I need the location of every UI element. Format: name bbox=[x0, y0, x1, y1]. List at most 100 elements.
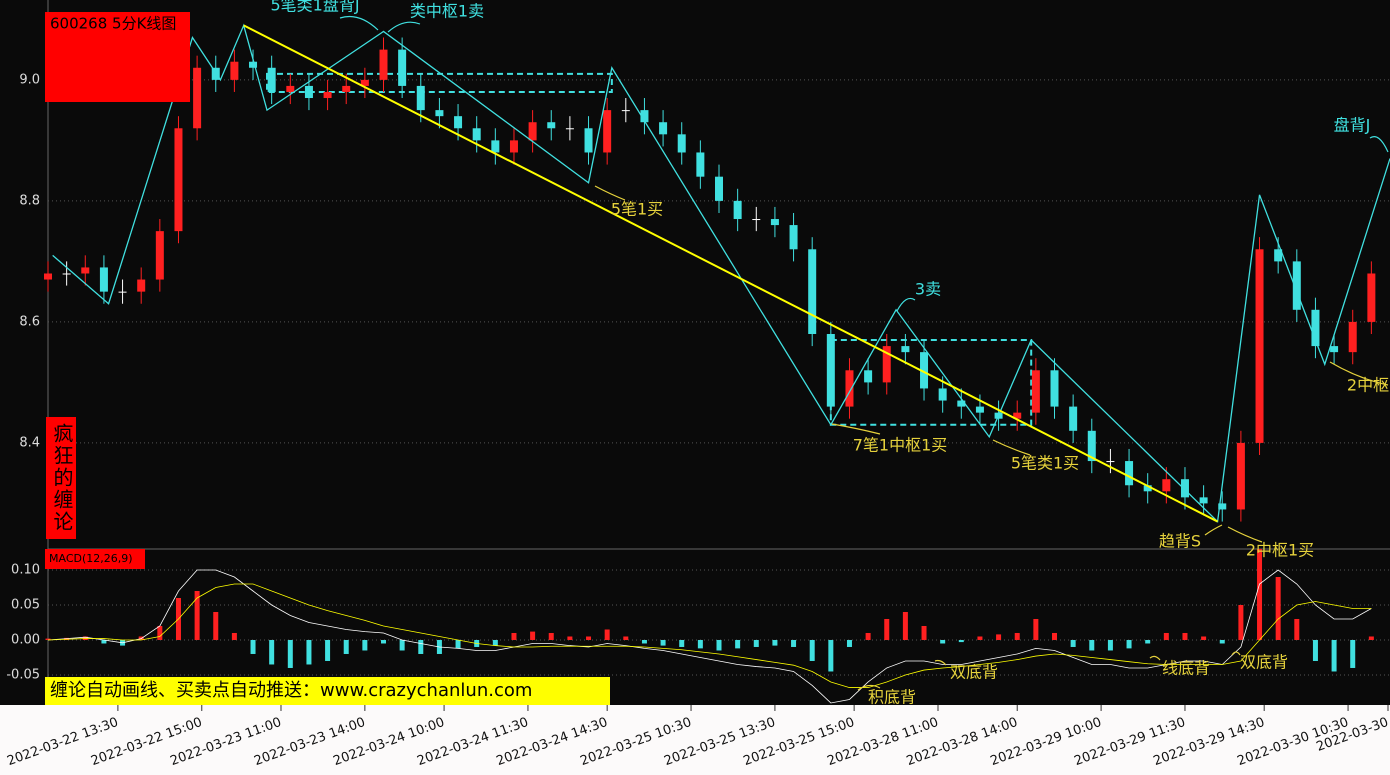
macd-bar bbox=[1163, 632, 1169, 640]
annotation: 趋背S bbox=[1159, 532, 1201, 551]
macd-bar bbox=[530, 631, 536, 640]
candle-body bbox=[472, 128, 481, 141]
macd-bar bbox=[343, 639, 349, 654]
candle-body bbox=[1274, 249, 1283, 262]
macd-bar bbox=[399, 639, 405, 651]
macd-bar bbox=[679, 639, 685, 647]
annotation: 5笔1买 bbox=[611, 200, 663, 219]
candle-body bbox=[304, 85, 313, 99]
candle-body bbox=[193, 67, 202, 129]
macd-bar bbox=[809, 639, 815, 661]
candle-body bbox=[733, 200, 742, 220]
candle-body bbox=[1348, 321, 1357, 353]
candle-body bbox=[174, 128, 183, 232]
candle-body bbox=[957, 400, 966, 407]
macd-bar bbox=[45, 638, 51, 640]
axis-background bbox=[0, 705, 1390, 775]
candle-body bbox=[659, 122, 668, 135]
macd-bar bbox=[940, 639, 946, 644]
candle-body bbox=[44, 273, 52, 280]
chart-title: 600268 5分K线图 bbox=[50, 15, 176, 33]
candle-body bbox=[901, 346, 910, 353]
candle-body bbox=[864, 370, 873, 383]
candle-body bbox=[1125, 461, 1134, 486]
candle-body bbox=[1087, 430, 1096, 462]
candle-body bbox=[938, 388, 947, 401]
macd-bar bbox=[977, 636, 983, 640]
candle-body bbox=[920, 352, 929, 389]
macd-bar bbox=[492, 639, 498, 646]
candle-body bbox=[1069, 406, 1078, 431]
candle-body bbox=[342, 85, 351, 92]
candle-body bbox=[454, 116, 463, 129]
candle-body bbox=[1106, 461, 1115, 463]
candle-body bbox=[882, 346, 891, 383]
macd-bar bbox=[902, 611, 908, 640]
candle-body bbox=[1143, 485, 1152, 492]
candle-body bbox=[547, 122, 556, 129]
side-label: 疯狂的缠论 bbox=[50, 423, 74, 533]
candle-body bbox=[323, 91, 332, 99]
macd-bar bbox=[921, 625, 927, 640]
macd-bar bbox=[1107, 639, 1113, 651]
macd-bar bbox=[846, 639, 852, 647]
candle-body bbox=[1367, 273, 1376, 322]
macd-bar bbox=[641, 639, 647, 644]
candle-body bbox=[1236, 442, 1245, 510]
candle-body bbox=[789, 225, 798, 250]
macd-bar bbox=[157, 625, 163, 640]
macd-bar bbox=[194, 591, 200, 640]
macd-bar bbox=[660, 639, 666, 646]
macd-bar bbox=[1145, 639, 1151, 644]
candle-body bbox=[1050, 370, 1059, 407]
candle-body bbox=[360, 79, 369, 86]
annotation-arrow bbox=[1329, 361, 1389, 386]
candle-body bbox=[528, 122, 537, 141]
macd-bar bbox=[325, 639, 331, 661]
macd-label-box bbox=[45, 549, 145, 569]
macd-bar bbox=[1033, 618, 1039, 640]
macd-bar bbox=[1182, 632, 1188, 640]
macd-bar bbox=[623, 636, 629, 640]
macd-bar bbox=[250, 639, 256, 654]
annotation-arrow bbox=[387, 21, 421, 33]
candle-body bbox=[640, 110, 649, 123]
macd-bar bbox=[1275, 577, 1281, 640]
macd-bar bbox=[1238, 604, 1244, 640]
macd-bar bbox=[381, 639, 386, 644]
candle-body bbox=[1311, 309, 1320, 347]
candle-body bbox=[416, 85, 425, 111]
candle-body bbox=[1199, 497, 1208, 504]
macd-bar bbox=[1257, 549, 1263, 640]
candle-body bbox=[1180, 479, 1189, 498]
candle-body bbox=[1255, 249, 1264, 443]
annotation-arrow bbox=[934, 659, 947, 666]
y-tick-label: 0.00 bbox=[11, 632, 40, 647]
candle-body bbox=[286, 85, 295, 92]
candle-body bbox=[1330, 346, 1339, 353]
macd-bar bbox=[1350, 639, 1356, 668]
macd-bar bbox=[287, 639, 293, 668]
candle-body bbox=[696, 152, 705, 177]
annotation-arrow bbox=[1369, 136, 1389, 153]
y-tick-label: 8.6 bbox=[19, 314, 40, 329]
candle-body bbox=[1162, 479, 1171, 492]
macd-bar bbox=[101, 639, 107, 644]
annotation: 积底背 bbox=[868, 688, 916, 707]
macd-bar bbox=[996, 634, 1002, 640]
macd-bar bbox=[1331, 639, 1337, 672]
candle-body bbox=[826, 333, 835, 407]
side-label-box bbox=[46, 417, 76, 539]
macd-bar bbox=[567, 636, 573, 640]
macd-bar bbox=[604, 629, 610, 640]
annotation-arrow bbox=[1227, 526, 1263, 543]
macd-bar bbox=[548, 632, 554, 640]
annotation: 线底背 bbox=[1162, 659, 1210, 678]
annotation: 双底背 bbox=[1240, 653, 1288, 672]
dea-line bbox=[47, 583, 1372, 688]
annotation: 5笔类1买 bbox=[1011, 454, 1079, 473]
annotation-arrow bbox=[1204, 524, 1223, 536]
macd-bar bbox=[511, 632, 517, 640]
macd-bar bbox=[418, 639, 424, 654]
chart-background bbox=[0, 0, 1390, 705]
